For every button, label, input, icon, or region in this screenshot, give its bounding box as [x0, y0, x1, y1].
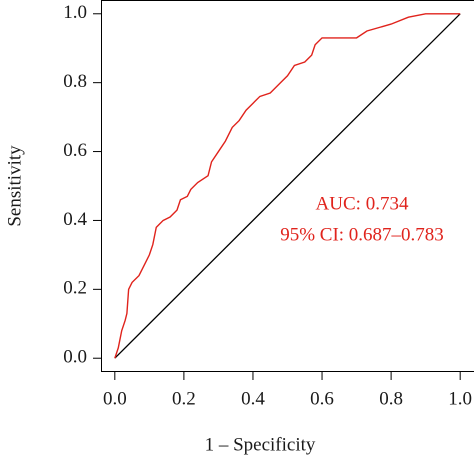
- x-tick-label: 1.0: [448, 388, 472, 409]
- y-tick-label: 0.6: [63, 140, 87, 161]
- x-tick-label: 0.6: [310, 388, 334, 409]
- plot-frame: [101, 0, 474, 372]
- annotation: 95% CI: 0.687–0.783: [280, 224, 444, 245]
- x-tick-label: 0.0: [103, 388, 127, 409]
- annotation: AUC: 0.734: [316, 193, 409, 214]
- y-tick-label: 0.0: [63, 347, 87, 368]
- x-tick-label: 0.4: [241, 388, 265, 409]
- x-tick-label: 0.2: [172, 388, 196, 409]
- y-tick-label: 0.4: [63, 209, 87, 230]
- reference-diagonal: [114, 13, 461, 359]
- roc-curve: [114, 13, 461, 359]
- y-axis-label: Sensitivity: [4, 145, 25, 227]
- y-tick-label: 1.0: [63, 2, 87, 23]
- x-axis-label: 1 – Specificity: [205, 434, 316, 455]
- x-tick-label: 0.8: [379, 388, 403, 409]
- y-tick-label: 0.2: [63, 278, 87, 299]
- y-tick-label: 0.8: [63, 71, 87, 92]
